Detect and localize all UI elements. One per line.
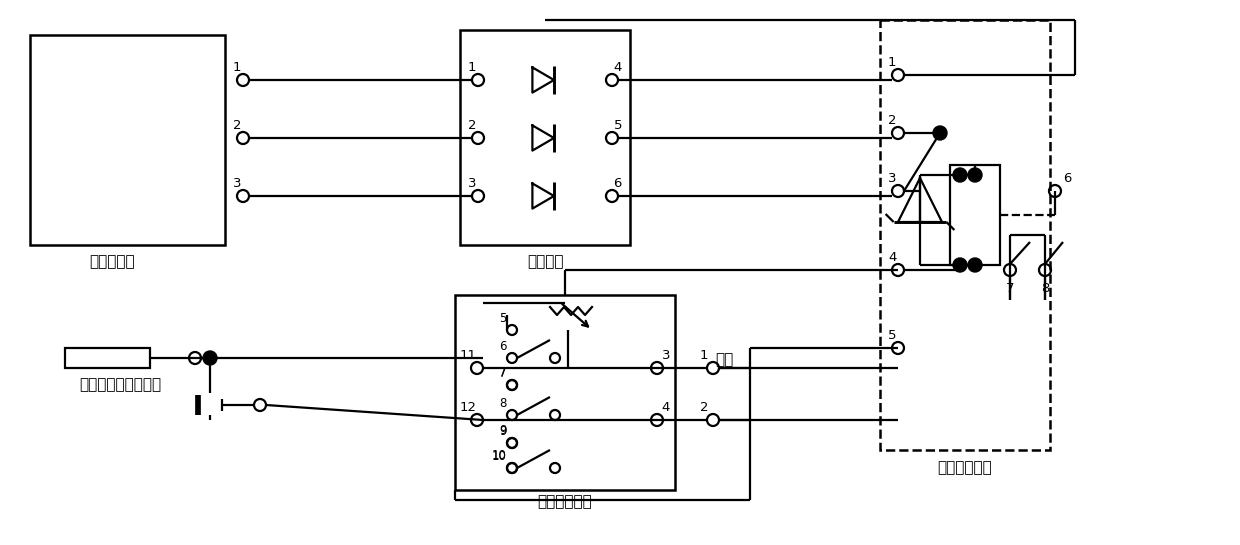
Text: 8: 8 [500,397,507,410]
Bar [880,20,1050,450]
Text: 10: 10 [492,449,507,462]
Text: 1: 1 [233,61,242,74]
Text: 4: 4 [662,401,670,414]
Text: 10: 10 [492,450,507,463]
Circle shape [968,168,982,182]
Bar [64,348,150,368]
Text: 3: 3 [233,177,242,190]
Text: 4: 4 [888,251,897,264]
Text: 功率选择开关: 功率选择开关 [538,494,593,510]
Text: 4: 4 [614,61,622,74]
Bar [460,30,630,245]
Text: 2: 2 [467,119,476,132]
Text: 1: 1 [467,61,476,74]
Text: 12: 12 [460,401,477,414]
Circle shape [954,168,967,182]
Text: 2: 2 [233,119,242,132]
Text: 3: 3 [661,349,670,362]
Text: 逻辑受控装置: 逻辑受控装置 [937,461,992,475]
Text: 2: 2 [701,401,708,414]
Circle shape [954,258,967,272]
Text: 3: 3 [467,177,476,190]
Circle shape [968,258,982,272]
Text: 发动机功率选择信号: 发动机功率选择信号 [79,378,161,392]
Bar [950,165,999,265]
Bar [30,35,224,245]
Text: 挡位选择器: 挡位选择器 [89,255,135,269]
Text: 8: 8 [1040,282,1049,295]
Text: 3: 3 [888,172,897,185]
Text: 6: 6 [614,177,622,190]
Text: 7: 7 [1006,282,1014,295]
Text: 隔离装置: 隔离装置 [527,255,563,269]
Circle shape [203,351,217,365]
Text: 7: 7 [500,366,507,379]
Text: 5: 5 [888,329,897,342]
Text: 1: 1 [888,56,897,69]
Text: 6: 6 [1063,172,1071,185]
Text: 9: 9 [500,425,507,438]
Text: 5: 5 [614,119,622,132]
Text: 7: 7 [500,367,507,380]
Text: 2: 2 [888,114,897,127]
Circle shape [932,126,947,140]
Text: 1: 1 [701,349,708,362]
Text: 电源: 电源 [715,353,733,367]
Bar [455,295,675,490]
Text: 9: 9 [500,424,507,437]
Text: 11: 11 [460,349,477,362]
Text: 5: 5 [500,312,507,325]
Text: 6: 6 [500,340,507,353]
